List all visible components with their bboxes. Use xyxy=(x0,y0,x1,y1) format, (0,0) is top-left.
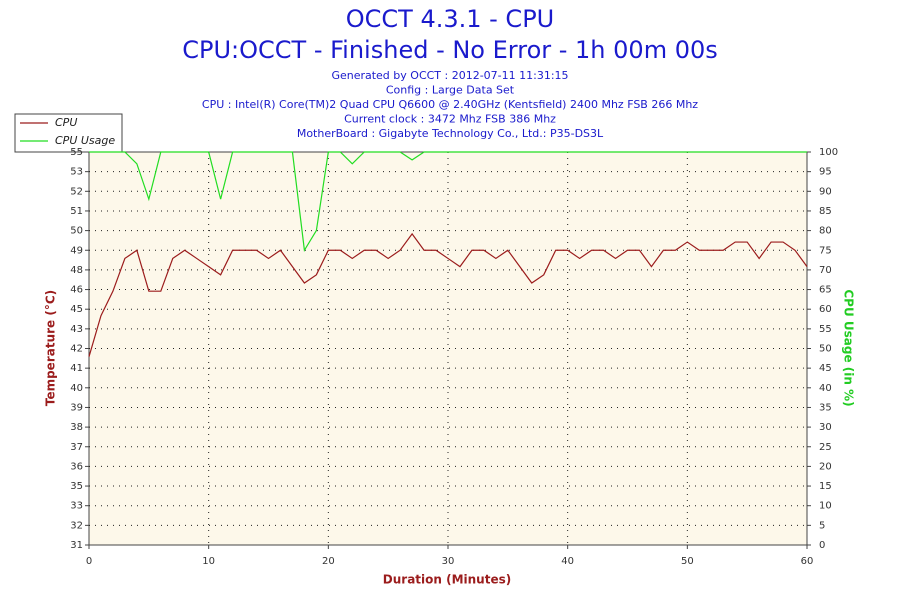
legend-label: CPU xyxy=(55,116,77,129)
x-tick-label: 20 xyxy=(322,556,335,567)
y2-axis-title: CPU Usage (in %) xyxy=(842,289,856,406)
y-tick-label: 50 xyxy=(70,226,83,237)
y-tick-label: 49 xyxy=(70,245,83,256)
y-tick-label: 51 xyxy=(70,206,83,217)
x-tick-label: 50 xyxy=(681,556,694,567)
y2-tick-label: 60 xyxy=(819,304,832,315)
y2-tick-label: 80 xyxy=(819,226,832,237)
y2-tick-label: 100 xyxy=(819,147,838,158)
y-tick-label: 38 xyxy=(70,422,83,433)
legend xyxy=(14,113,123,153)
y-tick-label: 55 xyxy=(70,147,83,158)
y-tick-label: 42 xyxy=(70,344,83,355)
y2-tick-label: 5 xyxy=(819,520,825,531)
y-tick-label: 48 xyxy=(70,265,83,276)
x-tick-label: 40 xyxy=(561,556,574,567)
series-line xyxy=(88,232,808,357)
y2-tick-label: 65 xyxy=(819,285,832,296)
y-tick-label: 41 xyxy=(70,363,83,374)
y-tick-label: 40 xyxy=(70,383,83,394)
y-tick-label: 46 xyxy=(70,285,83,296)
info-line: Config : Large Data Set xyxy=(386,84,515,97)
chart-title: OCCT 4.3.1 - CPU xyxy=(346,5,554,33)
y-tick-label: 31 xyxy=(70,540,83,551)
y-tick-label: 37 xyxy=(70,442,83,453)
x-tick-label: 10 xyxy=(202,556,215,567)
y-tick-label: 45 xyxy=(70,304,83,315)
y-tick-label: 39 xyxy=(70,402,83,413)
legend-label: CPU Usage xyxy=(55,134,115,147)
y2-tick-label: 45 xyxy=(819,363,832,374)
y-tick-label: 33 xyxy=(70,501,83,512)
info-line: Generated by OCCT : 2012-07-11 11:31:15 xyxy=(331,69,568,82)
y-tick-label: 53 xyxy=(70,167,83,178)
y2-tick-label: 50 xyxy=(819,344,832,355)
y2-tick-label: 70 xyxy=(819,265,832,276)
info-line: Current clock : 3472 Mhz FSB 386 Mhz xyxy=(344,113,556,126)
y2-tick-label: 55 xyxy=(819,324,832,335)
y2-tick-label: 95 xyxy=(819,167,832,178)
y2-tick-label: 35 xyxy=(819,402,832,413)
y2-tick-label: 10 xyxy=(819,501,832,512)
plot-area xyxy=(88,151,808,546)
y-axis-title: Temperature (°C) xyxy=(44,290,58,406)
y2-tick-label: 30 xyxy=(819,422,832,433)
y2-tick-label: 25 xyxy=(819,442,832,453)
y2-tick-label: 15 xyxy=(819,481,832,492)
y2-tick-label: 90 xyxy=(819,186,832,197)
y-tick-label: 36 xyxy=(70,461,83,472)
x-axis-title: Duration (Minutes) xyxy=(383,573,511,587)
y2-tick-label: 40 xyxy=(819,383,832,394)
series-line xyxy=(89,151,807,253)
y2-tick-label: 75 xyxy=(819,245,832,256)
x-tick-label: 0 xyxy=(86,556,92,567)
y2-tick-label: 85 xyxy=(819,206,832,217)
x-tick-label: 30 xyxy=(442,556,455,567)
y-tick-label: 32 xyxy=(70,520,83,531)
y2-tick-label: 0 xyxy=(819,540,825,551)
y2-tick-label: 20 xyxy=(819,461,832,472)
y-tick-label: 52 xyxy=(70,186,83,197)
info-line: MotherBoard : Gigabyte Technology Co., L… xyxy=(297,127,604,140)
x-tick-label: 60 xyxy=(801,556,814,567)
y-tick-label: 43 xyxy=(70,324,83,335)
chart-subtitle: CPU:OCCT - Finished - No Error - 1h 00m … xyxy=(182,36,718,64)
info-line: CPU : Intel(R) Core(TM)2 Quad CPU Q6600 … xyxy=(202,98,698,111)
y-tick-label: 35 xyxy=(70,481,83,492)
